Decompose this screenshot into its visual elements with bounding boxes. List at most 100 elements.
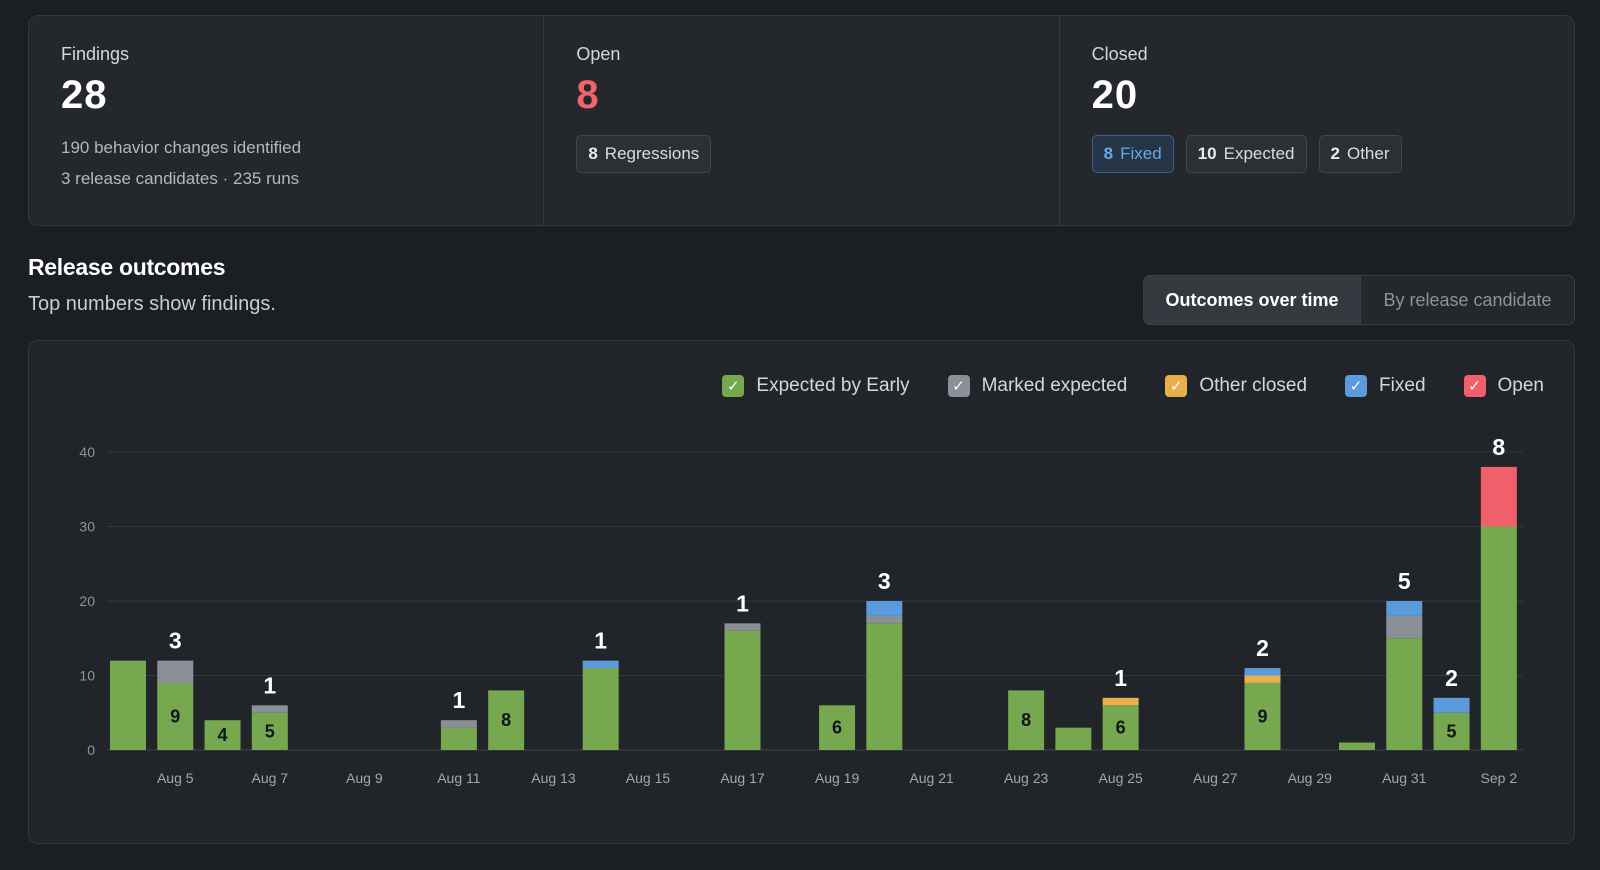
release-candidates-text: 3 release candidates · 235 runs	[61, 169, 300, 188]
section-title: Release outcomes	[28, 254, 226, 280]
bar-findings-label: 2	[1256, 635, 1269, 661]
open-value: 8	[576, 73, 600, 117]
bar-segment	[1102, 697, 1139, 706]
legend-label: Fixed	[1379, 375, 1426, 396]
bar-segment	[582, 660, 619, 669]
x-tick-label: Aug 13	[531, 770, 576, 786]
bar-segment	[866, 615, 903, 624]
bar-segment	[1339, 742, 1376, 750]
other-label: Other	[1346, 144, 1390, 163]
bar-segment	[1055, 727, 1092, 750]
bar-segment	[724, 630, 761, 750]
fixed-label: Fixed	[1120, 144, 1162, 163]
checkbox-checked-icon[interactable]: ✓	[722, 375, 745, 397]
legend-fixed[interactable]: ✓ Fixed	[1345, 375, 1426, 397]
expected-chip[interactable]: 10 Expected	[1185, 135, 1307, 173]
bar-segment	[440, 727, 477, 750]
bar-inner-label: 6	[1116, 718, 1126, 738]
expected-label: Expected	[1223, 144, 1295, 163]
x-tick-label: Aug 23	[1004, 770, 1049, 786]
bar-findings-label: 1	[1114, 665, 1127, 691]
by-release-candidate-tab[interactable]: By release candidate	[1383, 289, 1552, 310]
bar-segment	[582, 668, 619, 750]
bar-segment	[724, 623, 761, 631]
section-subtitle: Top numbers show findings.	[28, 293, 276, 315]
bar-segment	[157, 660, 194, 683]
legend-label: Open	[1497, 375, 1544, 396]
bar-segment	[866, 601, 903, 616]
x-tick-label: Aug 7	[252, 770, 289, 786]
y-tick-label: 30	[79, 519, 95, 535]
findings-meta: 190 behavior changes identified 3 releas…	[61, 132, 511, 194]
outcomes-chart: 0 10 20 30 40 Aug 5 Aug 7 Aug 9 Aug 11 Aug 13 Aug …	[79, 434, 1523, 786]
bar-findings-label: 1	[736, 590, 749, 616]
legend-open[interactable]: ✓ Open	[1463, 375, 1544, 397]
x-tick-label: Aug 31	[1382, 770, 1427, 786]
legend-marked-expected[interactable]: ✓ Marked expected	[947, 375, 1128, 397]
checkbox-checked-icon[interactable]: ✓	[947, 375, 970, 397]
open-cell: Open 8 8 Regressions	[544, 16, 1060, 225]
bar-segment	[1480, 526, 1517, 750]
bar-segment	[866, 623, 903, 750]
fixed-count: 8	[1103, 144, 1114, 163]
bar-segment	[1102, 705, 1139, 750]
closed-chips: 8 Fixed 10 Expected 2 Other	[1091, 135, 1542, 173]
y-tick-label: 0	[87, 742, 95, 758]
outcomes-over-time-tab[interactable]: Outcomes over time	[1144, 276, 1361, 324]
bar-findings-label: 1	[263, 672, 276, 698]
x-tick-label: Aug 29	[1288, 770, 1333, 786]
regressions-count: 8	[588, 144, 598, 163]
bar-segment	[1386, 615, 1423, 639]
bar-inner-label: 6	[832, 718, 842, 738]
view-toggle: Outcomes over time By release candidate	[1143, 275, 1575, 325]
bar-segment	[204, 720, 241, 750]
chart-card: 0 10 20 30 40 Aug 5 Aug 7 Aug 9 Aug 11 Aug 13 Aug …	[28, 340, 1575, 844]
fixed-chip[interactable]: 8 Fixed	[1091, 135, 1174, 173]
bar-findings-label: 3	[878, 568, 891, 594]
legend-label: Other closed	[1199, 375, 1308, 396]
legend-label: Expected by Early	[756, 375, 910, 396]
bar-inner-label: 8	[1021, 710, 1031, 730]
bar-inner-label: 5	[265, 721, 275, 741]
checkbox-checked-icon[interactable]: ✓	[1345, 375, 1368, 397]
behavior-changes-text: 190 behavior changes identified	[61, 138, 302, 157]
checkbox-checked-icon[interactable]: ✓	[1463, 375, 1486, 397]
x-tick-label: Sep 2	[1481, 770, 1518, 786]
legend-expected-by-early[interactable]: ✓ Expected by Early	[722, 375, 910, 397]
bar-segment	[1244, 668, 1281, 676]
x-tick-label: Aug 21	[909, 770, 954, 786]
bar-findings-label: 5	[1398, 568, 1411, 594]
legend-label: Marked expected	[981, 375, 1128, 396]
findings-label: Findings	[61, 44, 130, 64]
x-tick-label: Aug 9	[346, 770, 383, 786]
x-tick-label: Aug 19	[815, 770, 860, 786]
open-label: Open	[576, 44, 621, 64]
closed-value: 20	[1091, 73, 1139, 117]
regressions-chip[interactable]: 8 Regressions	[576, 135, 712, 173]
bar-segment	[819, 705, 856, 750]
other-chip[interactable]: 2 Other	[1318, 135, 1402, 173]
findings-cell: Findings 28 190 behavior changes identif…	[29, 16, 545, 225]
y-tick-label: 40	[79, 444, 95, 460]
bar-inner-label: 4	[218, 725, 228, 745]
legend-other-closed[interactable]: ✓ Other closed	[1165, 375, 1307, 397]
bar-segment	[1244, 675, 1281, 683]
expected-count: 10	[1197, 144, 1217, 163]
open-chips: 8 Regressions	[576, 135, 1026, 173]
y-tick-label: 20	[79, 593, 95, 609]
bar-inner-label: 9	[170, 706, 180, 726]
checkbox-checked-icon[interactable]: ✓	[1165, 375, 1188, 397]
closed-cell: Closed 20 8 Fixed 10 Expected 2 Other	[1060, 16, 1574, 225]
bar-segment	[1008, 690, 1045, 750]
x-tick-label: Aug 5	[157, 770, 194, 786]
x-tick-label: Aug 15	[626, 770, 671, 786]
bar-inner-label: 8	[501, 710, 511, 730]
x-tick-label: Aug 17	[720, 770, 765, 786]
bar-findings-label: 3	[169, 628, 182, 654]
bar-inner-label: 9	[1257, 706, 1267, 726]
bar-segment	[110, 660, 146, 750]
y-tick-label: 10	[79, 668, 95, 684]
bar-segment	[1433, 712, 1470, 750]
bar-segment	[157, 682, 194, 750]
bar-segment	[488, 690, 525, 750]
